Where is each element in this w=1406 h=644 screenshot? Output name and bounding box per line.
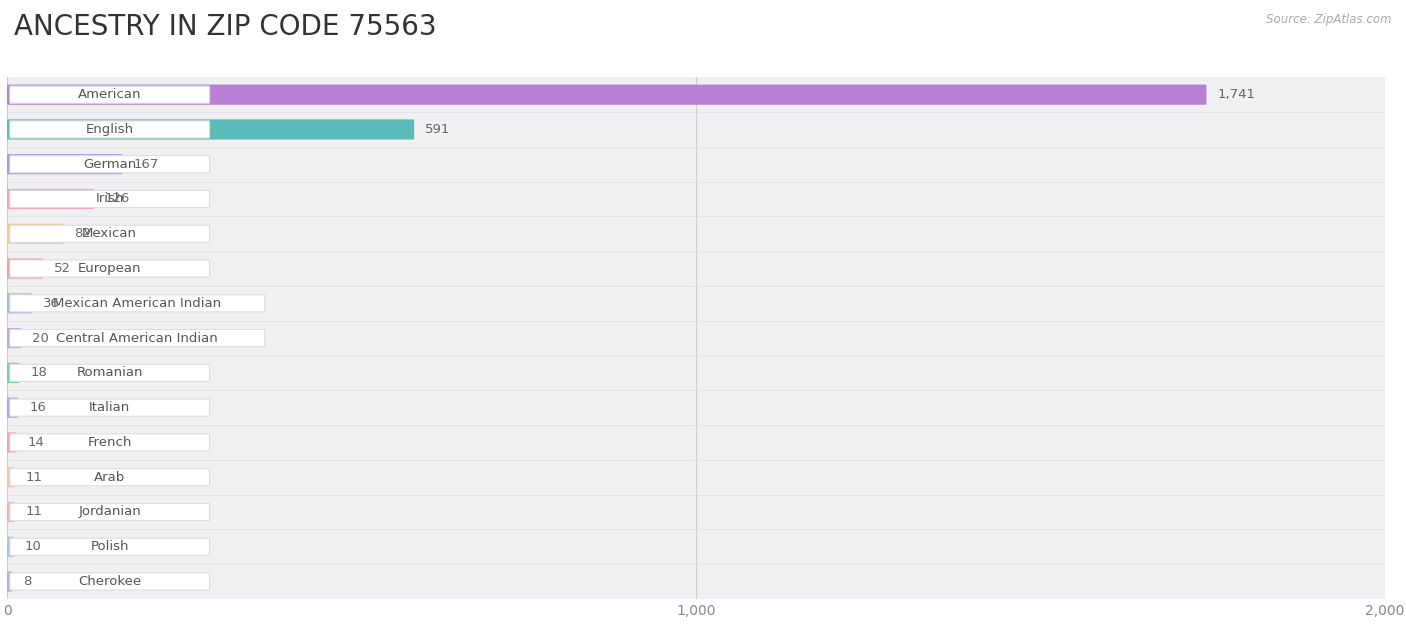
- Text: Source: ZipAtlas.com: Source: ZipAtlas.com: [1267, 13, 1392, 26]
- FancyBboxPatch shape: [7, 363, 20, 383]
- FancyBboxPatch shape: [7, 251, 1385, 286]
- FancyBboxPatch shape: [7, 390, 1385, 425]
- Text: 18: 18: [31, 366, 48, 379]
- Text: 591: 591: [425, 123, 450, 136]
- Text: Central American Indian: Central American Indian: [56, 332, 218, 345]
- Text: Irish: Irish: [96, 193, 124, 205]
- FancyBboxPatch shape: [10, 434, 209, 451]
- FancyBboxPatch shape: [10, 573, 209, 590]
- Text: English: English: [86, 123, 134, 136]
- FancyBboxPatch shape: [7, 467, 14, 488]
- Text: Mexican American Indian: Mexican American Indian: [53, 297, 221, 310]
- Text: Polish: Polish: [90, 540, 129, 553]
- FancyBboxPatch shape: [7, 432, 17, 453]
- FancyBboxPatch shape: [7, 286, 1385, 321]
- Text: 167: 167: [134, 158, 159, 171]
- FancyBboxPatch shape: [7, 84, 1206, 105]
- Text: 8: 8: [24, 575, 32, 588]
- Text: German: German: [83, 158, 136, 171]
- FancyBboxPatch shape: [7, 502, 14, 522]
- Text: 52: 52: [53, 262, 70, 275]
- FancyBboxPatch shape: [7, 154, 122, 175]
- Text: 10: 10: [25, 540, 42, 553]
- FancyBboxPatch shape: [10, 260, 209, 277]
- FancyBboxPatch shape: [7, 425, 1385, 460]
- FancyBboxPatch shape: [10, 225, 209, 242]
- Text: 14: 14: [28, 436, 45, 449]
- Text: Arab: Arab: [94, 471, 125, 484]
- FancyBboxPatch shape: [7, 536, 14, 557]
- FancyBboxPatch shape: [10, 469, 209, 486]
- FancyBboxPatch shape: [7, 328, 21, 348]
- FancyBboxPatch shape: [7, 571, 13, 592]
- FancyBboxPatch shape: [7, 460, 1385, 495]
- FancyBboxPatch shape: [7, 495, 1385, 529]
- FancyBboxPatch shape: [7, 147, 1385, 182]
- FancyBboxPatch shape: [7, 189, 94, 209]
- Text: European: European: [77, 262, 142, 275]
- FancyBboxPatch shape: [7, 529, 1385, 564]
- Text: Romanian: Romanian: [76, 366, 143, 379]
- FancyBboxPatch shape: [7, 321, 1385, 355]
- FancyBboxPatch shape: [7, 112, 1385, 147]
- FancyBboxPatch shape: [7, 223, 63, 244]
- Text: 36: 36: [42, 297, 59, 310]
- Text: American: American: [77, 88, 142, 101]
- FancyBboxPatch shape: [7, 564, 1385, 599]
- FancyBboxPatch shape: [7, 355, 1385, 390]
- FancyBboxPatch shape: [7, 119, 415, 140]
- Text: Jordanian: Jordanian: [79, 506, 141, 518]
- Text: Mexican: Mexican: [82, 227, 138, 240]
- Text: 20: 20: [32, 332, 49, 345]
- Text: ANCESTRY IN ZIP CODE 75563: ANCESTRY IN ZIP CODE 75563: [14, 13, 437, 41]
- FancyBboxPatch shape: [10, 121, 209, 138]
- FancyBboxPatch shape: [10, 156, 209, 173]
- Text: 11: 11: [25, 471, 42, 484]
- FancyBboxPatch shape: [10, 295, 264, 312]
- Text: Italian: Italian: [89, 401, 131, 414]
- FancyBboxPatch shape: [10, 365, 209, 381]
- Text: 82: 82: [75, 227, 91, 240]
- FancyBboxPatch shape: [10, 504, 209, 520]
- FancyBboxPatch shape: [7, 182, 1385, 216]
- Text: Cherokee: Cherokee: [79, 575, 141, 588]
- Text: 126: 126: [105, 193, 131, 205]
- FancyBboxPatch shape: [7, 216, 1385, 251]
- FancyBboxPatch shape: [7, 77, 1385, 112]
- FancyBboxPatch shape: [10, 538, 209, 555]
- Text: 11: 11: [25, 506, 42, 518]
- FancyBboxPatch shape: [10, 191, 209, 207]
- Text: French: French: [87, 436, 132, 449]
- Text: 16: 16: [30, 401, 46, 414]
- FancyBboxPatch shape: [7, 397, 18, 418]
- FancyBboxPatch shape: [10, 399, 209, 416]
- FancyBboxPatch shape: [10, 86, 209, 103]
- FancyBboxPatch shape: [7, 293, 32, 314]
- Text: 1,741: 1,741: [1218, 88, 1256, 101]
- FancyBboxPatch shape: [10, 330, 264, 346]
- FancyBboxPatch shape: [7, 258, 42, 279]
